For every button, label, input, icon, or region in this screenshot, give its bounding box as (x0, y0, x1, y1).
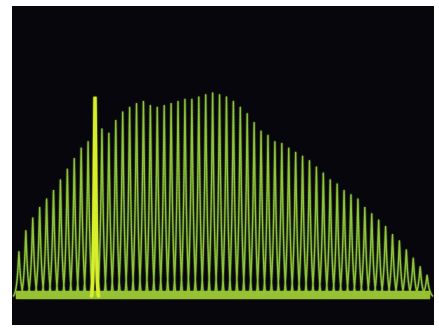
spectrum-peak (420, 274, 434, 297)
spectrum-plot (12, 92, 434, 299)
spectrum-peak (151, 107, 164, 297)
spectrum-peak (337, 189, 351, 297)
spectrum-peak (296, 156, 309, 297)
baseline-band (16, 291, 430, 299)
spectrum-peak (268, 141, 282, 297)
spectrum-peak (289, 151, 302, 297)
spectrum-peak (130, 103, 143, 297)
spectrum-peak (144, 105, 157, 297)
spectrum-peak (310, 166, 323, 297)
spectrum-peak (109, 120, 122, 297)
spectrum-peak (123, 107, 136, 297)
spectrum-peak (234, 107, 247, 297)
spectrum-peak (47, 189, 60, 297)
spectrum-peak (414, 266, 427, 297)
spectrum-peak (247, 122, 261, 297)
spectrum-peak (400, 249, 413, 297)
spectrum-peak (317, 173, 330, 297)
spectrum-peak (192, 96, 205, 297)
peak-series (12, 92, 434, 297)
spectrum-peak (407, 257, 420, 297)
spectrum-peak (137, 100, 150, 297)
spectrum-peak (75, 147, 88, 297)
spectrum-peak (330, 183, 344, 297)
spectrum-peak (54, 179, 67, 297)
spectrum-peak (68, 158, 81, 297)
spectrum-peak (324, 179, 337, 297)
spectrum-peak (254, 130, 268, 297)
spectrum-peak (102, 132, 116, 297)
spectrum-peak (158, 105, 171, 297)
spectrum-peak (351, 198, 365, 297)
spectrum-peak (116, 111, 129, 297)
spectrum-peak (171, 100, 185, 297)
spectrum-peak (261, 134, 275, 297)
spectrum-peak (282, 147, 295, 297)
spectrum-peak (386, 234, 399, 297)
spectrum-peak (164, 103, 178, 297)
spectrum-peak (393, 240, 406, 297)
spectrum-peak (12, 251, 26, 297)
spectrum-peak (365, 213, 378, 297)
spectrum-peak (344, 194, 358, 297)
spectrum-peak (303, 160, 316, 297)
spectrum-peak (206, 92, 219, 297)
spectrum-peak (275, 143, 288, 297)
spectrum-peak (220, 96, 233, 297)
spectrum-peak (33, 206, 46, 297)
spectrum-peak (178, 98, 192, 297)
spectrum-peak (199, 94, 212, 297)
spectrum-peak (185, 98, 199, 297)
spectrum-peak (358, 206, 371, 297)
spectrum-peak (95, 128, 109, 297)
spectrum-peak (227, 100, 240, 297)
spectrum-peak (19, 230, 32, 297)
spectrum-peak (61, 168, 74, 297)
spectrum-peak (40, 198, 53, 297)
oscilloscope-screen (12, 6, 434, 325)
spectrum-peak (81, 141, 95, 297)
spectrum-peak (372, 219, 385, 297)
spectrum-peak (241, 113, 254, 297)
bright-spike (89, 96, 101, 298)
spectrum-peak (379, 226, 392, 297)
spectrum-peak (26, 217, 39, 297)
spectrum-peak (213, 94, 226, 297)
spike-series (89, 96, 101, 298)
